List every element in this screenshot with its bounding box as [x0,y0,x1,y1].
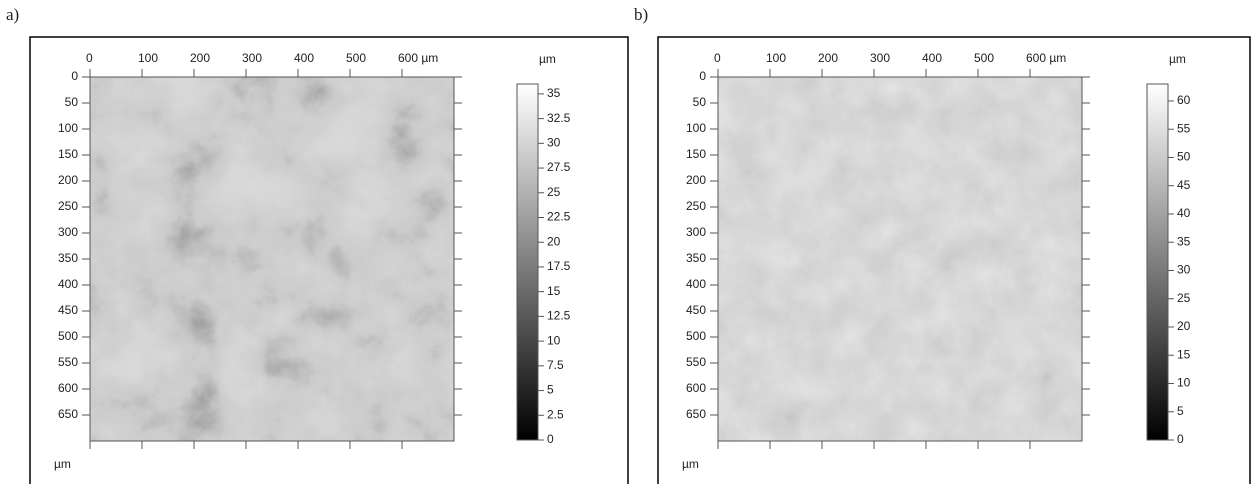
x-tick-label: 0 [714,51,721,65]
colorbar-tick-label: 55 [1177,121,1191,135]
x-tick-label: 200 [818,51,838,65]
y-tick-label: 0 [71,69,78,83]
y-tick-label: 100 [58,121,78,135]
colorbar [516,83,539,441]
y-tick-label: 600 [686,381,706,395]
colorbar-tick-label: 30 [547,136,561,150]
y-tick-label: 450 [58,303,78,317]
colorbar-tick-label: 20 [1177,319,1191,333]
colorbar-tick-label: 7.5 [547,358,564,372]
colorbar-tick-label: 12.5 [547,309,571,323]
colorbar-tick-label: 15 [1177,347,1191,361]
y-tick-label: 300 [686,225,706,239]
colorbar-tick-label: 35 [547,86,561,100]
x-tick-label: 300 [242,51,262,65]
colorbar-tick-label: 2.5 [547,407,564,421]
colorbar-tick-label: 5 [1177,404,1184,418]
colorbar-tick-label: 10 [1177,376,1191,390]
colorbar-tick-label: 35 [1177,234,1191,248]
colorbar-tick-label: 20 [547,234,561,248]
x-tick-label: 500 [346,51,366,65]
y-tick-label: 350 [58,251,78,265]
y-tick-label: 600 [58,381,78,395]
colorbar-tick-label: 0 [1177,432,1184,446]
y-tick-label: 300 [58,225,78,239]
x-tick-label: 600 µm [1026,51,1066,65]
panel-label: b) [634,5,648,24]
y-tick-label: 350 [686,251,706,265]
x-tick-label: 200 [190,51,210,65]
colorbar-tick-label: 60 [1177,93,1191,107]
y-axis-unit: µm [54,457,71,471]
colorbar-tick-label: 32.5 [547,111,571,125]
y-tick-label: 250 [686,199,706,213]
colorbar-tick-label: 15 [547,284,561,298]
colorbar-tick-label: 27.5 [547,160,571,174]
y-tick-label: 650 [58,407,78,421]
x-tick-label: 100 [766,51,786,65]
y-tick-label: 50 [693,95,707,109]
y-tick-label: 500 [58,329,78,343]
x-tick-label: 0 [86,51,93,65]
y-tick-label: 650 [686,407,706,421]
colorbar [1146,83,1169,441]
colorbar-unit: µm [539,52,556,66]
y-tick-label: 0 [699,69,706,83]
colorbar-tick-label: 17.5 [547,259,571,273]
x-tick-label: 400 [294,51,314,65]
x-tick-label: 500 [974,51,994,65]
panel-label: a) [6,5,19,24]
y-axis-unit: µm [682,457,699,471]
y-tick-label: 100 [686,121,706,135]
height-map [90,77,454,441]
colorbar-tick-label: 22.5 [547,210,571,224]
x-tick-label: 100 [138,51,158,65]
x-tick-label: 300 [870,51,890,65]
y-tick-label: 250 [58,199,78,213]
y-tick-label: 400 [686,277,706,291]
x-tick-label: 400 [922,51,942,65]
y-tick-label: 150 [58,147,78,161]
y-tick-label: 400 [58,277,78,291]
y-tick-label: 200 [58,173,78,187]
y-tick-label: 150 [686,147,706,161]
colorbar-tick-label: 40 [1177,206,1191,220]
colorbar-unit: µm [1169,52,1186,66]
y-tick-label: 550 [58,355,78,369]
panel-frame [29,36,629,489]
colorbar-tick-label: 5 [547,383,554,397]
colorbar-tick-label: 10 [547,333,561,347]
colorbar-tick-label: 0 [547,432,554,446]
y-tick-label: 550 [686,355,706,369]
y-tick-label: 50 [65,95,79,109]
colorbar-tick-label: 45 [1177,178,1191,192]
x-tick-label: 600 µm [398,51,438,65]
y-tick-label: 450 [686,303,706,317]
colorbar-tick-label: 25 [547,185,561,199]
y-tick-label: 500 [686,329,706,343]
y-tick-label: 200 [686,173,706,187]
colorbar-tick-label: 50 [1177,150,1191,164]
panel-frame [657,36,1251,489]
colorbar-tick-label: 25 [1177,291,1191,305]
height-map [718,77,1082,441]
colorbar-tick-label: 30 [1177,263,1191,277]
